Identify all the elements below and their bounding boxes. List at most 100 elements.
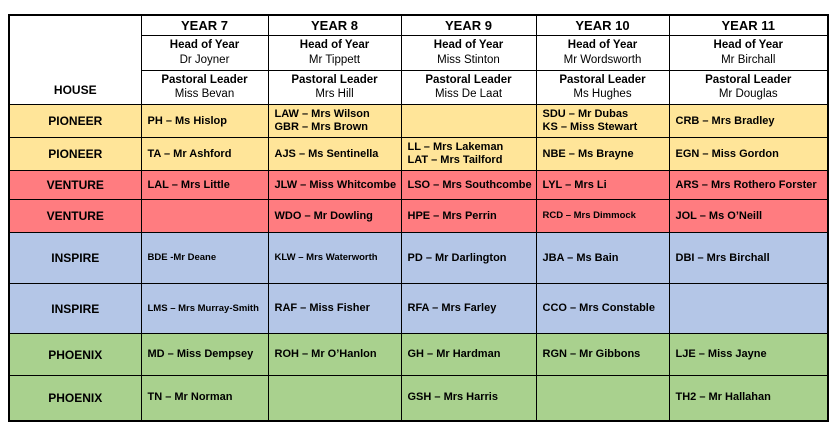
staff-cell: PD – Mr Darlington (400, 232, 537, 285)
head-of-year-name: Miss Stinton (437, 53, 500, 66)
staff-line: RAF – Miss Fisher (274, 302, 370, 314)
house-name-cell: INSPIRE (8, 283, 142, 335)
staff-cell: LAL – Mrs Little (140, 170, 269, 201)
house-row-inspire-1: INSPIRE BDE -Mr Deane KLW – Mrs Waterwor… (8, 232, 829, 285)
head-of-year-label: Head of Year (169, 38, 240, 51)
staff-cell: AJS – Ms Sentinella (267, 137, 402, 172)
staff-line: KLW – Mrs Waterworth (274, 252, 378, 264)
pastoral-leader-cell-y9: Pastoral Leader Miss De Laat (400, 69, 537, 106)
head-of-year-cell-y8: Head of Year Mr Tippett (267, 34, 402, 71)
staff-cell: LL – Mrs Lakeman LAT – Mrs Tailford (400, 137, 537, 172)
year-header-row: HOUSE YEAR 7 YEAR 8 YEAR 9 YEAR 10 YEAR … (8, 14, 829, 106)
head-of-year-cell-y10: Head of Year Mr Wordsworth (535, 34, 670, 71)
staff-cell: NBE – Ms Brayne (535, 137, 670, 172)
staff-cell: SDU – Mr Dubas KS – Miss Stewart (535, 104, 670, 139)
staff-cell: CCO – Mrs Constable (535, 283, 670, 335)
head-of-year-name: Mr Birchall (721, 53, 776, 66)
staff-line: SDU – Mr Dubas (542, 107, 629, 120)
house-name-cell: VENTURE (8, 199, 142, 234)
staff-line: LAL – Mrs Little (147, 178, 230, 191)
staff-line: PD – Mr Darlington (407, 251, 507, 264)
staff-cell: MD – Miss Dempsey (140, 333, 269, 377)
staff-line: LAW – Mrs Wilson (274, 107, 370, 120)
staff-line: BDE -Mr Deane (147, 252, 217, 264)
head-of-year-label: Head of Year (567, 38, 638, 51)
staff-cell: TN – Mr Norman (140, 375, 269, 422)
staff-line: WDO – Mr Dowling (274, 209, 373, 222)
pastoral-leader-label: Pastoral Leader (161, 73, 248, 86)
staff-line: TH2 – Mr Hallahan (675, 391, 771, 404)
pastoral-leader-name: Miss Bevan (174, 88, 235, 101)
pastoral-leader-name: Mr Douglas (718, 88, 778, 101)
staff-cell: HPE – Mrs Perrin (400, 199, 537, 234)
pastoral-leader-cell-y7: Pastoral Leader Miss Bevan (140, 69, 269, 106)
head-of-year-cell-y9: Head of Year Miss Stinton (400, 34, 537, 71)
staff-line: KS – Miss Stewart (542, 121, 638, 134)
staff-line: CCO – Mrs Constable (542, 302, 655, 314)
staff-cell: PH – Ms Hislop (140, 104, 269, 139)
house-name-cell: PIONEER (8, 137, 142, 172)
staff-cell: WDO – Mr Dowling (267, 199, 402, 234)
staff-line: JBA – Ms Bain (542, 251, 619, 264)
staff-line: LSO – Mrs Southcombe (407, 178, 532, 191)
house-row-pioneer-2: PIONEER TA – Mr Ashford AJS – Ms Sentine… (8, 137, 829, 172)
staff-line: AJS – Ms Sentinella (274, 147, 379, 160)
house-name-cell: PHOENIX (8, 375, 142, 422)
staff-line: LAT – Mrs Tailford (407, 154, 503, 167)
year-header-cell-y7: YEAR 7 (140, 14, 269, 36)
staff-line: EGN – Miss Gordon (675, 147, 779, 160)
staff-cell: LJE – Miss Jayne (668, 333, 829, 377)
staff-line: RCD – Mrs Dimmock (542, 210, 636, 222)
staff-cell: DBI – Mrs Birchall (668, 232, 829, 285)
staff-cell: TA – Mr Ashford (140, 137, 269, 172)
staff-line: LMS – Mrs Murray-Smith (147, 302, 259, 314)
staff-cell (140, 199, 269, 234)
staff-line: LYL – Mrs Li (542, 178, 607, 191)
year-header-cell-y8: YEAR 8 (267, 14, 402, 36)
house-name-cell: VENTURE (8, 170, 142, 201)
pastoral-leader-label: Pastoral Leader (559, 73, 646, 86)
pastoral-leader-row: Pastoral Leader Miss Bevan Pastoral Lead… (9, 69, 829, 106)
staff-cell: CRB – Mrs Bradley (668, 104, 829, 139)
house-row-phoenix-2: PHOENIX TN – Mr Norman GSH – Mrs Harris … (8, 375, 829, 422)
house-name-cell: PHOENIX (8, 333, 142, 377)
staff-line: ROH – Mr O’Hanlon (274, 348, 377, 360)
staff-table: HOUSE YEAR 7 YEAR 8 YEAR 9 YEAR 10 YEAR … (8, 14, 829, 422)
staff-line: PH – Ms Hislop (147, 114, 227, 127)
head-of-year-label: Head of Year (433, 38, 504, 51)
staff-line: LJE – Miss Jayne (675, 348, 767, 360)
pastoral-leader-name: Ms Hughes (573, 88, 632, 101)
head-of-year-cell-y11: Head of Year Mr Birchall (668, 34, 829, 71)
staff-cell: JLW – Miss Whitcombe (267, 170, 402, 201)
staff-cell: JBA – Ms Bain (535, 232, 670, 285)
staff-cell: GH – Mr Hardman (400, 333, 537, 377)
pastoral-leader-label: Pastoral Leader (705, 73, 792, 86)
head-of-year-name: Mr Tippett (308, 53, 361, 66)
year-header-cell-y10: YEAR 10 (535, 14, 670, 36)
staff-cell: BDE -Mr Deane (140, 232, 269, 285)
pastoral-leader-label: Pastoral Leader (291, 73, 378, 86)
pastoral-leader-cell-y10: Pastoral Leader Ms Hughes (535, 69, 670, 106)
staff-line: GSH – Mrs Harris (407, 391, 498, 404)
staff-cell: RAF – Miss Fisher (267, 283, 402, 335)
head-of-year-label: Head of Year (713, 38, 783, 51)
staff-line: JOL – Ms O’Neill (675, 209, 763, 222)
staff-line: ARS – Mrs Rothero Forster (675, 178, 817, 191)
head-of-year-name: Dr Joyner (179, 53, 230, 66)
house-row-inspire-2: INSPIRE LMS – Mrs Murray-Smith RAF – Mis… (8, 283, 829, 335)
staff-line: NBE – Ms Brayne (542, 147, 634, 160)
head-of-year-name: Mr Wordsworth (563, 53, 642, 66)
house-row-phoenix-1: PHOENIX MD – Miss Dempsey ROH – Mr O’Han… (8, 333, 829, 377)
staff-line: RFA – Mrs Farley (407, 302, 497, 314)
staff-line: LL – Mrs Lakeman (407, 140, 504, 153)
staff-line: TN – Mr Norman (147, 391, 233, 404)
staff-cell: LYL – Mrs Li (535, 170, 670, 201)
staff-cell (267, 375, 402, 422)
pastoral-leader-name: Miss De Laat (434, 88, 503, 101)
staff-line: MD – Miss Dempsey (147, 348, 254, 360)
staff-cell (535, 375, 670, 422)
house-corner-cell: HOUSE (8, 14, 142, 106)
year-header-cell-y9: YEAR 9 (400, 14, 537, 36)
staff-cell: JOL – Ms O’Neill (668, 199, 829, 234)
pastoral-leader-cell-y11: Pastoral Leader Mr Douglas (668, 69, 829, 106)
